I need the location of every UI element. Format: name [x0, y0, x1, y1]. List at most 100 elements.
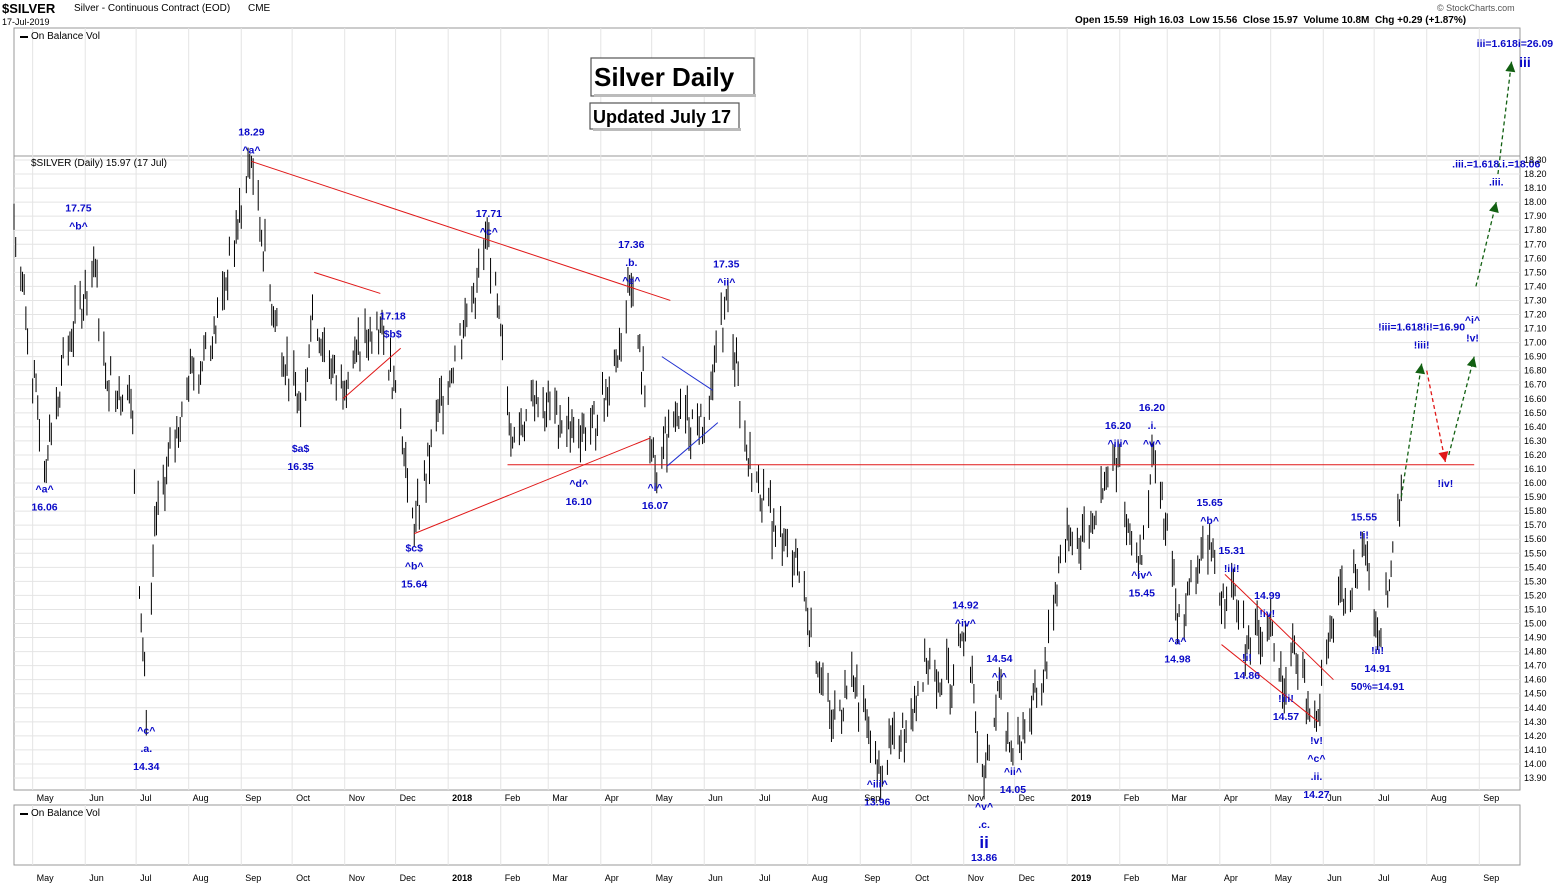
time-tick-label: Dec [400, 793, 417, 803]
time-tick-label: Apr [1224, 873, 1238, 883]
wave-label: ^a^ [35, 484, 53, 496]
price-tick-label: 17.50 [1524, 267, 1547, 277]
trend-line [666, 422, 719, 467]
wave-label: 17.18 [379, 310, 405, 322]
bottom-panel-label: On Balance Vol [31, 808, 100, 819]
time-tick-label: Nov [349, 793, 366, 803]
price-tick-label: 14.40 [1524, 703, 1547, 713]
ohlc-readout: Open 15.59 High 16.03 Low 15.56 Close 15… [1075, 15, 1467, 26]
price-tick-label: 13.90 [1524, 773, 1547, 783]
wave-label: !v! [1466, 333, 1479, 345]
trend-line [1224, 573, 1334, 681]
wave-label: ^i^ [647, 482, 662, 494]
time-tick-label: Jun [1327, 793, 1342, 803]
wave-label: 14.34 [133, 761, 159, 773]
wave-label: ii [979, 833, 988, 852]
wave-label: 14.57 [1273, 711, 1299, 723]
wave-label: ^a^ [242, 144, 260, 156]
wave-label: !i! [1359, 529, 1369, 541]
wave-labels: 17.75 ^b^ ^a^ 16.06 ^c^ .a. 14.34 18.29 ^a^ $a$ 16… [31, 38, 1553, 864]
time-tick-label: Aug [812, 873, 828, 883]
trend-line [342, 347, 402, 400]
price-tick-label: 16.50 [1524, 408, 1547, 418]
time-tick-label: Aug [1431, 873, 1447, 883]
wave-label: !i! [1242, 652, 1252, 664]
time-tick-label: Mar [552, 873, 568, 883]
wave-label: ^v^ [975, 801, 993, 813]
wave-label: 16.20 [1105, 420, 1131, 432]
wave-label: 16.20 [1139, 402, 1165, 414]
wave-label: 15.64 [401, 579, 427, 591]
wave-label: 16.35 [287, 461, 313, 473]
wave-label: !iv! [1438, 478, 1454, 490]
panel-labels: On Balance Vol $SILVER (Daily) 15.97 (17… [31, 31, 167, 819]
price-tick-label: 16.40 [1524, 422, 1547, 432]
wave-label: ^b^ [69, 220, 88, 232]
price-tick-label: 16.00 [1524, 478, 1547, 488]
price-tick-label: 14.70 [1524, 661, 1547, 671]
wave-label: ^b^ [405, 561, 424, 573]
contract-name: Silver - Continuous Contract (EOD) [74, 3, 231, 14]
price-tick-label: 17.30 [1524, 295, 1547, 305]
projection-line [1448, 356, 1475, 456]
wave-label: 17.75 [65, 202, 91, 214]
wave-label: 17.36 [618, 239, 644, 251]
price-tick-label: 14.60 [1524, 675, 1547, 685]
trend-line [251, 160, 671, 301]
time-tick-label: Nov [968, 793, 985, 803]
price-tick-label: 15.60 [1524, 534, 1547, 544]
time-tick-label: Jun [708, 793, 723, 803]
price-tick-label: 16.70 [1524, 380, 1547, 390]
wave-label: ^c^ [480, 226, 498, 238]
price-tick-label: 17.60 [1524, 253, 1547, 263]
price-tick-label: 17.20 [1524, 310, 1547, 320]
wave-label: .c. [978, 819, 990, 831]
time-tick-label: Feb [505, 873, 521, 883]
wave-label: ^c^ [1307, 753, 1325, 765]
wave-label: 16.06 [31, 502, 57, 514]
time-tick-label: Apr [605, 873, 619, 883]
price-tick-label: 15.20 [1524, 590, 1547, 600]
price-tick-label: 14.90 [1524, 633, 1547, 643]
price-tick-label: 15.80 [1524, 506, 1547, 516]
price-tick-label: 14.50 [1524, 689, 1547, 699]
projection-arrowhead [1415, 363, 1426, 375]
time-tick-label: Mar [1171, 793, 1187, 803]
price-tick-label: 18.20 [1524, 169, 1547, 179]
trend-line [314, 271, 381, 294]
price-tick-label: 17.10 [1524, 324, 1547, 334]
time-tick-label: Dec [1019, 793, 1036, 803]
wave-label: 17.71 [476, 208, 502, 220]
time-tick-label: Jul [140, 873, 152, 883]
wave-label: ^iii^ [867, 779, 888, 791]
time-tick-label: Jun [1327, 873, 1342, 883]
wave-label: 15.31 [1219, 545, 1245, 557]
time-tick-label: Aug [1431, 793, 1447, 803]
wave-label: .a. [140, 743, 152, 755]
wave-label: 15.55 [1351, 511, 1377, 523]
time-tick-label: Aug [193, 873, 209, 883]
wave-label: ^b^ [1200, 515, 1219, 527]
panel-frames [13, 27, 1521, 866]
time-tick-label: Aug [193, 793, 209, 803]
exchange: CME [248, 3, 271, 14]
wave-label: .i. [1148, 420, 1157, 432]
wave-label: 16.10 [566, 496, 592, 508]
time-tick-label: Jul [759, 793, 771, 803]
projection-arrowhead [1438, 451, 1449, 462]
wave-label: ^a^ [1168, 635, 1186, 647]
time-tick-label: Feb [1124, 793, 1140, 803]
time-tick-label: Nov [349, 873, 366, 883]
wave-label: !iii=1.618!i!=16.90 [1378, 322, 1465, 334]
price-tick-label: 18.30 [1524, 155, 1547, 165]
time-tick-label: 2019 [1071, 873, 1091, 883]
wave-label: ^ii^ [717, 276, 735, 288]
time-tick-label: Sep [245, 793, 261, 803]
time-tick-label: Apr [1224, 793, 1238, 803]
wave-label: ^ii^ [1004, 766, 1022, 778]
wave-label: ^v^ [1143, 438, 1161, 450]
time-tick-label: 2018 [452, 873, 472, 883]
projection-line [1400, 363, 1423, 498]
price-tick-label: 17.90 [1524, 211, 1547, 221]
